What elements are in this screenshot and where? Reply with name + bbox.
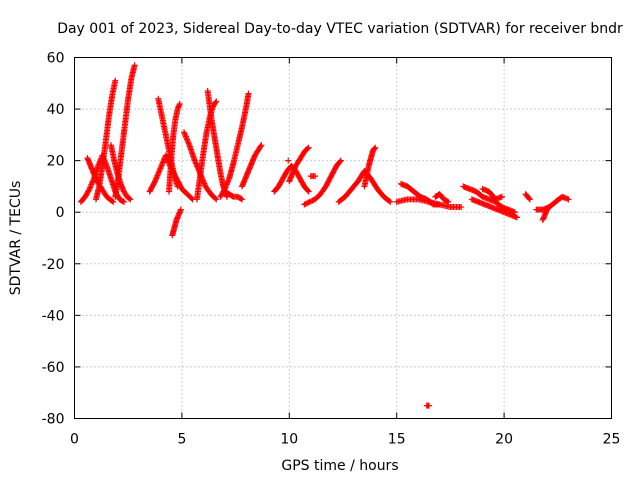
y-tick-label: -60 xyxy=(42,360,65,376)
x-tick-label: 25 xyxy=(603,432,621,448)
data-point xyxy=(526,195,533,202)
y-tick-label: -40 xyxy=(42,308,65,324)
data-point xyxy=(546,204,553,211)
data-point xyxy=(258,142,265,149)
data-point xyxy=(304,187,311,194)
data-point xyxy=(285,157,292,164)
data-point xyxy=(387,198,394,205)
data-point xyxy=(245,90,252,97)
data-point xyxy=(445,198,452,205)
data-point xyxy=(212,99,219,106)
data-point xyxy=(304,200,311,207)
y-tick-label: 20 xyxy=(47,154,65,170)
data-point xyxy=(85,187,92,194)
data-point xyxy=(306,198,313,205)
y-tick-label: 40 xyxy=(47,102,65,118)
data-point xyxy=(237,195,244,202)
data-point xyxy=(372,144,379,151)
data-point xyxy=(498,193,505,200)
data-point xyxy=(188,195,195,202)
data-point xyxy=(126,195,133,202)
x-tick-label: 5 xyxy=(177,432,186,448)
data-point xyxy=(301,201,308,208)
y-tick-label: 0 xyxy=(56,205,65,221)
y-tick-label: -80 xyxy=(42,412,65,428)
x-axis-label: GPS time / hours xyxy=(281,458,398,474)
data-point xyxy=(151,179,158,186)
data-point xyxy=(425,402,432,409)
data-point xyxy=(436,201,443,208)
chart-title: Day 001 of 2023, Sidereal Day-to-day VTE… xyxy=(57,21,623,37)
data-point xyxy=(513,214,520,221)
data-point xyxy=(371,145,378,152)
data-point xyxy=(305,188,312,195)
data-point xyxy=(174,183,181,190)
plot-frame xyxy=(74,57,612,419)
data-point xyxy=(305,199,312,206)
data-point xyxy=(545,204,552,211)
data-point xyxy=(176,100,183,107)
data-point xyxy=(337,157,344,164)
x-tick-label: 20 xyxy=(495,432,513,448)
x-tick-label: 10 xyxy=(280,432,298,448)
y-axis-label: SDTVAR / TECUs xyxy=(8,181,24,296)
data-point xyxy=(120,198,127,205)
data-point xyxy=(309,197,316,204)
data-points xyxy=(77,62,572,409)
data-point xyxy=(304,145,311,152)
data-point xyxy=(127,196,134,203)
y-tick-label: 60 xyxy=(47,51,65,67)
x-tick-label: 0 xyxy=(70,432,79,448)
data-point xyxy=(257,143,264,150)
data-point xyxy=(112,77,119,84)
data-point xyxy=(213,98,220,105)
data-point xyxy=(119,198,126,205)
data-point xyxy=(131,62,138,69)
data-point xyxy=(386,198,393,205)
data-point xyxy=(458,204,465,211)
data-point xyxy=(526,196,533,203)
data-point xyxy=(110,198,117,205)
grid-lines xyxy=(74,57,612,419)
data-point xyxy=(336,158,343,165)
x-tick-label: 15 xyxy=(388,432,406,448)
data-point xyxy=(444,198,451,205)
data-point xyxy=(312,173,319,180)
data-point xyxy=(213,196,220,203)
data-point xyxy=(177,206,184,213)
data-point xyxy=(239,196,246,203)
y-tick-label: -20 xyxy=(42,257,65,273)
data-point xyxy=(565,196,572,203)
axis-ticks: 0 5 10 15 20 25 -80 -60 -40 -20 0 20 40 60 xyxy=(42,51,621,448)
data-point xyxy=(305,144,312,151)
data-point xyxy=(308,198,315,205)
data-point xyxy=(302,200,309,207)
data-point xyxy=(109,198,116,205)
data-point xyxy=(212,195,219,202)
